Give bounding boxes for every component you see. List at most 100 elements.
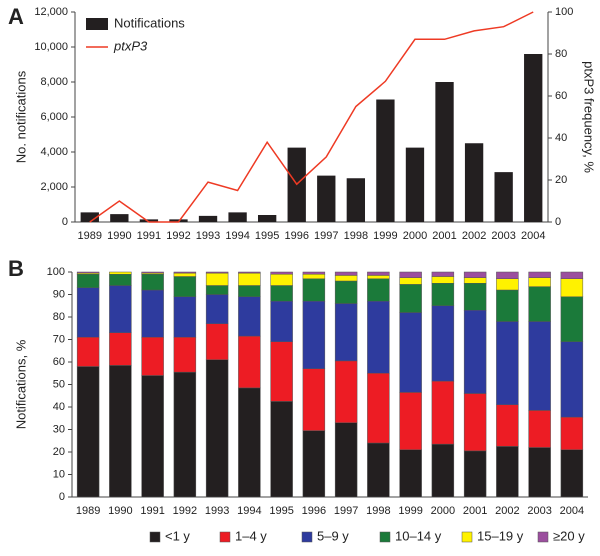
bar-segment [399,284,422,313]
y-tick-label: 8,000 [40,76,68,88]
y2-tick-label: 40 [555,132,567,144]
bar [110,214,129,222]
x-tick-label: 1997 [314,230,338,242]
bar-segment [141,289,164,338]
bar-segment [270,274,293,286]
bar-segment [560,271,584,279]
bar-segment [463,271,487,278]
bar-segment [334,280,358,304]
x-tick-label: 2003 [527,505,551,517]
bar-segment [367,442,390,498]
bar [139,219,159,222]
x-tick-label: 1993 [196,230,220,242]
bar-segment [334,303,358,362]
x-tick-label: 1992 [166,230,190,242]
x-tick-label: 2003 [491,230,515,242]
y-tick-label: 50 [53,378,65,390]
bar-segment [76,337,100,367]
bar-segment [496,271,519,279]
bar-segment [205,271,229,274]
bar-segment [399,312,422,393]
bar-segment [238,271,261,274]
y2-tick-label: 80 [555,48,567,60]
y-tick-label: 60 [53,356,65,368]
bar-segment [334,271,358,276]
x-tick-label: 1995 [255,230,279,242]
bar-segment [463,310,487,394]
bar-segment [463,393,487,452]
legend-swatch [379,531,391,543]
bar [405,147,425,222]
bar-segment [528,277,551,287]
bar-segment [109,285,132,333]
bar [169,219,188,222]
x-tick-label: 2001 [463,505,487,517]
legend-label: 5–9 y [317,528,349,543]
x-tick-label: 1995 [269,505,293,517]
bar-segment [141,271,164,274]
bar-segment [238,272,261,286]
bar-segment [528,271,551,278]
bar-segment [431,443,455,498]
y-tick-label: 0 [62,216,68,228]
x-tick-label: 2002 [462,230,486,242]
bar-segment [560,278,584,297]
y2-tick-label: 100 [555,6,573,18]
legend-label: 1–4 y [235,528,267,543]
bar-segment [399,449,422,498]
y-tick-label: 30 [53,423,65,435]
bar-segment [463,277,487,284]
bar-segment [367,271,390,276]
bar-segment [560,341,584,418]
x-tick-label: 1993 [205,505,229,517]
bar-segment [205,272,229,286]
legend-swatch [461,531,473,543]
y-tick-label: 70 [53,333,65,345]
x-tick-label: 1994 [237,505,261,517]
x-tick-label: 1989 [76,505,100,517]
bar-segment [270,285,293,302]
y-tick-label: 40 [53,401,65,413]
x-tick-label: 1998 [344,230,368,242]
x-tick-label: 2000 [431,505,455,517]
bar-segment [76,287,100,338]
bar [524,54,543,222]
bar-segment [205,323,229,360]
bar-segment [463,283,487,311]
bar-segment [367,301,390,374]
bar-segment [302,301,326,369]
bar-segment [302,278,326,302]
y-tick-label: 20 [53,446,65,458]
bar-segment [270,301,293,342]
legend-label: ≥20 y [553,528,585,543]
bar-segment [141,337,164,376]
line [89,11,534,223]
bar-segment [528,410,551,448]
legend-label: 15–19 y [477,528,524,543]
bar [435,82,454,222]
panel-label: A [8,4,24,29]
bar [376,99,395,222]
bar-segment [367,373,390,444]
legend-swatch [301,531,313,543]
bar-segment [173,272,197,277]
bar [257,215,277,222]
bar [494,172,513,222]
x-tick-label: 1994 [225,230,249,242]
bar-segment [173,371,197,498]
bar-segment [238,335,261,389]
bar-segment [560,296,584,342]
x-tick-label: 2002 [495,505,519,517]
panel-label: B [8,256,24,281]
bar-segment [205,359,229,498]
legend-swatch [149,531,161,543]
bar [80,212,99,222]
bar-segment [528,447,551,498]
bar-segment [496,278,519,291]
x-tick-label: 1989 [78,230,102,242]
bar-segment [334,360,358,423]
y-tick-label: 12,000 [34,6,68,18]
bar-segment [238,387,261,498]
legend-swatch [537,531,549,543]
